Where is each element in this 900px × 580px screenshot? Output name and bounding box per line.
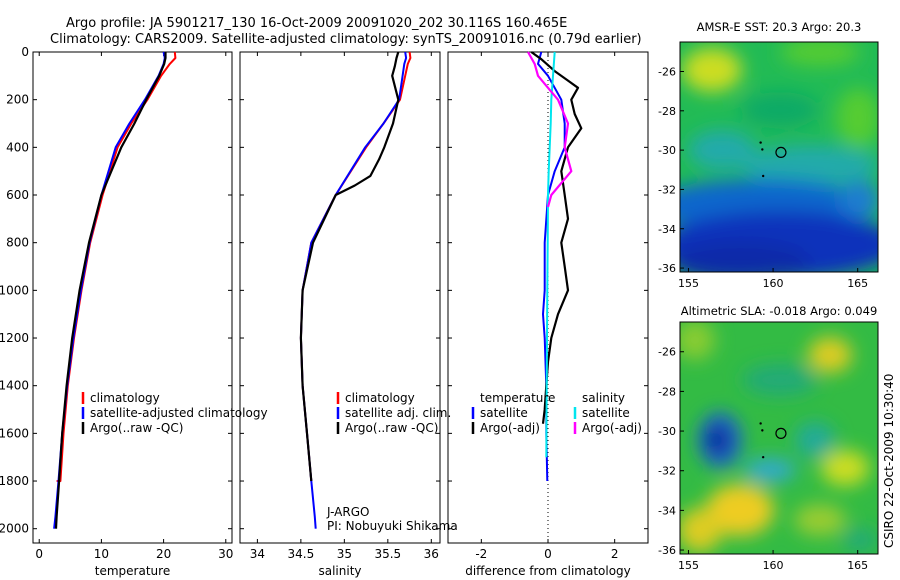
x-tick-label: 36 <box>424 547 439 561</box>
sst-field <box>680 42 878 272</box>
series-line <box>53 51 166 529</box>
y-tick-label: -32 <box>658 183 676 196</box>
x-tick-label: -2 <box>475 547 487 561</box>
y-tick-label: 0 <box>21 45 29 59</box>
series-line <box>54 52 167 529</box>
x-tick-label: 160 <box>763 559 784 572</box>
legend-label-sal-argo: Argo(-adj) <box>582 421 642 435</box>
x-tick-label: 30 <box>218 547 233 561</box>
x-tick-label: 155 <box>678 559 699 572</box>
legend-label-temp-argo: Argo(-adj) <box>480 421 540 435</box>
series-line <box>299 51 400 482</box>
y-tick-label: -36 <box>658 262 676 275</box>
legend-title-salinity: salinity <box>582 391 625 405</box>
legend-title-temperature: temperature <box>480 391 555 405</box>
y-tick-label: -26 <box>658 346 676 359</box>
track-dot <box>761 429 764 432</box>
y-tick-label: -34 <box>658 504 676 517</box>
legend-label-argo: Argo(..raw -QC) <box>90 421 183 435</box>
series-line <box>299 51 408 529</box>
legend-label-satellite: satellite-adjusted climatology <box>90 406 268 420</box>
salinity-panel: 34 34.5 35 35.5 36 salinity <box>239 51 441 578</box>
axes-frame <box>32 51 233 544</box>
footer-credit: CSIRO 22-Oct-2009 10:30:40 <box>882 374 896 548</box>
y-tick-label: -30 <box>658 425 676 438</box>
y-tick-label: -32 <box>658 465 676 478</box>
x-tick-label: 2 <box>611 547 619 561</box>
annotation-program: J-ARGO <box>326 505 369 519</box>
y-tick-label: 200 <box>6 93 29 107</box>
series-line <box>527 51 573 208</box>
salinity-annotation: J-ARGO PI: Nobuyuki Shikama <box>326 505 458 533</box>
y-tick-label: -28 <box>658 385 676 398</box>
x-tick-label: 34 <box>250 547 265 561</box>
x-tick-label: 35.5 <box>374 547 401 561</box>
series-line <box>537 51 566 482</box>
y-tick-label: 600 <box>6 188 29 202</box>
axes-frame <box>239 51 441 544</box>
temperature-panel: 0 10 20 30 0 200 400 600 800 1000 1200 1400 1600 1800… <box>0 45 233 578</box>
sst-map: AMSR-E SST: 20.3 Argo: 20.3 155 160 165 -26… <box>658 20 879 290</box>
legend-label-argo: Argo(..raw -QC) <box>345 421 438 435</box>
sla-field <box>680 322 878 554</box>
figure-title-line1: Argo profile: JA 5901217_130 16-Oct-2009… <box>66 16 567 31</box>
y-tick-label: 1600 <box>0 426 29 440</box>
y-tick-label: 1800 <box>0 474 29 488</box>
y-tick-label: 800 <box>6 236 29 250</box>
sla-map-frame <box>679 321 879 555</box>
legend-label-sal-satellite: satellite <box>582 406 630 420</box>
x-axis-label: salinity <box>318 564 361 578</box>
track-dot <box>759 422 762 425</box>
x-tick-label: 20 <box>156 547 171 561</box>
difference-panel: -2 0 2 difference from climatology <box>447 51 649 578</box>
x-tick-label: 160 <box>763 277 784 290</box>
track-dot <box>761 174 765 178</box>
float-marker <box>775 427 787 439</box>
sst-map-frame <box>679 41 879 273</box>
legend-label-climatology: climatology <box>90 391 160 405</box>
sla-map: Altimetric SLA: -0.018 Argo: 0.049 155 16… <box>658 304 879 572</box>
y-tick-label: 2000 <box>0 522 29 536</box>
x-axis-label: difference from climatology <box>465 564 631 578</box>
sla-map-title: Altimetric SLA: -0.018 Argo: 0.049 <box>681 304 878 318</box>
series-line <box>545 51 556 458</box>
x-tick-label: 155 <box>678 277 699 290</box>
legend-label-climatology: climatology <box>345 391 415 405</box>
legend-label-satellite: satellite adj. clim. <box>345 406 451 420</box>
annotation-pi: PI: Nobuyuki Shikama <box>327 519 458 533</box>
y-tick-label: -36 <box>658 544 676 557</box>
track-dot <box>761 148 764 151</box>
y-tick-label: -26 <box>658 65 676 78</box>
difference-legend: temperature satellite Argo(-adj) salinit… <box>471 391 642 435</box>
series-line <box>530 51 583 424</box>
x-tick-label: 0 <box>544 547 552 561</box>
salinity-legend: climatology satellite adj. clim. Argo(..… <box>336 391 451 435</box>
y-tick-label: -28 <box>658 105 676 118</box>
x-tick-label: 10 <box>94 547 109 561</box>
legend-label-temp-satellite: satellite <box>480 406 528 420</box>
x-tick-label: 34.5 <box>288 547 315 561</box>
y-tick-label: 1000 <box>0 283 29 297</box>
figure-title-line2: Climatology: CARS2009. Satellite-adjuste… <box>50 32 642 47</box>
sst-map-title: AMSR-E SST: 20.3 Argo: 20.3 <box>697 20 862 34</box>
x-tick-label: 35 <box>337 547 352 561</box>
y-tick-label: 1200 <box>0 331 29 345</box>
y-tick-label: 1400 <box>0 379 29 393</box>
track-dot <box>759 141 762 144</box>
x-tick-label: 0 <box>35 547 43 561</box>
x-tick-label: 165 <box>847 559 868 572</box>
track-dot <box>761 455 765 459</box>
sst-map-axes: 155 160 165 -26 -28 -30 -32 -34 -36 <box>658 65 868 290</box>
x-tick-label: 165 <box>847 277 868 290</box>
y-tick-label: 400 <box>6 140 29 154</box>
y-tick-label: -30 <box>658 144 676 157</box>
temperature-legend: climatology satellite-adjusted climatolo… <box>81 391 268 435</box>
y-tick-label: -34 <box>658 223 676 236</box>
float-marker <box>775 146 787 158</box>
sla-map-axes: 155 160 165 -26 -28 -30 -32 -34 -36 <box>658 346 868 572</box>
x-axis-label: temperature <box>95 564 170 578</box>
